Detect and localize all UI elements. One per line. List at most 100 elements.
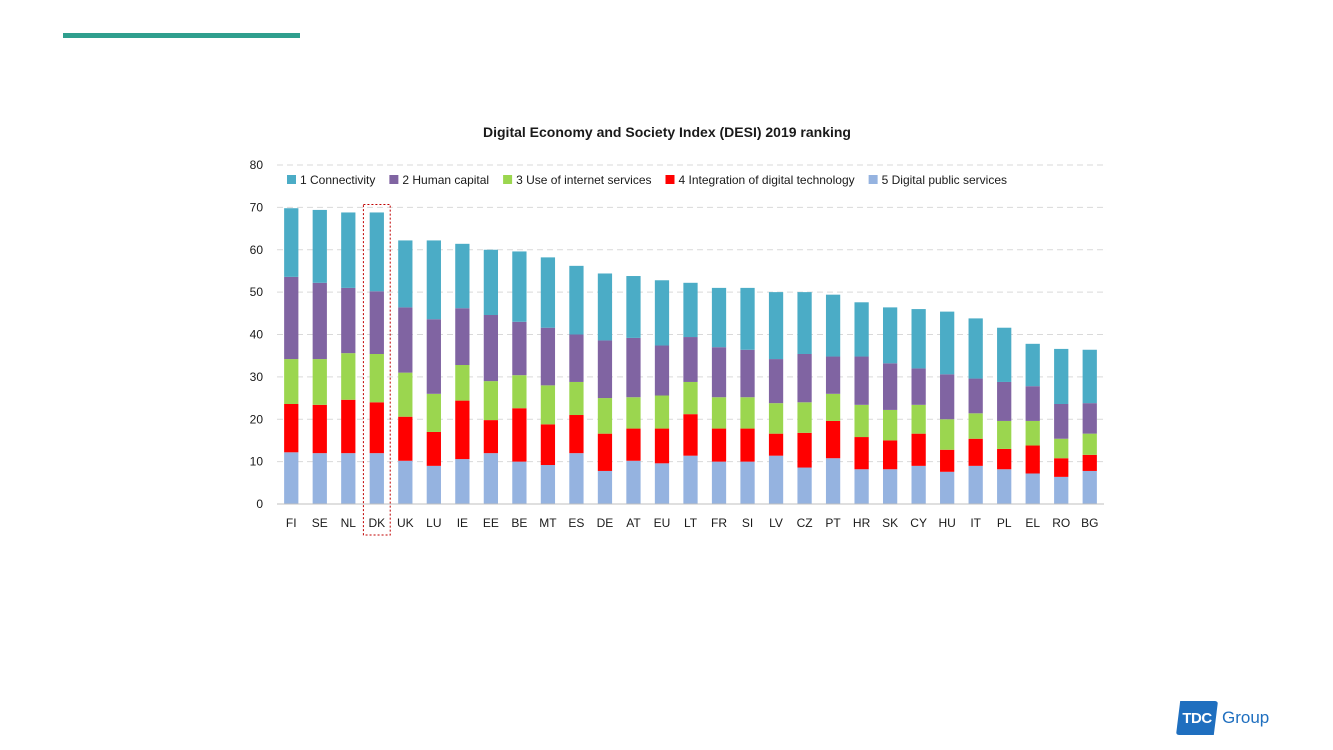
bar-segment-ee-digital-technology [483, 420, 499, 454]
bar-segment-uk-internet-services [398, 372, 413, 417]
bar-segment-lt-internet-services [683, 381, 698, 415]
y-tick-label: 60 [250, 243, 264, 257]
bar-segment-mt-internet-services [540, 385, 556, 425]
legend-label-human-capital: 2 Human capital [402, 173, 489, 187]
bar-segment-hu-connectivity [940, 311, 955, 375]
bar-segment-at-public-services [626, 460, 641, 504]
bar-segment-nl-internet-services [341, 353, 356, 400]
bar-segment-fr-public-services [711, 461, 727, 504]
x-tick-label-si: SI [742, 516, 753, 530]
highlight-box-dk [362, 203, 391, 536]
tdc-group-logo: TDC Group [1176, 700, 1269, 736]
bar-segment-si-human-capital [740, 349, 755, 398]
x-tick-label-el: EL [1025, 516, 1040, 530]
bar-segment-pl-internet-services [997, 420, 1012, 449]
bar-segment-sk-digital-technology [882, 440, 898, 470]
bar-segment-lt-human-capital [683, 337, 698, 382]
x-tick-label-fi: FI [286, 516, 297, 530]
bar-segment-cz-human-capital [797, 353, 812, 403]
bar-segment-lv-connectivity [768, 292, 784, 360]
bar-segment-lt-digital-technology [683, 414, 698, 456]
x-tick-label-uk: UK [397, 516, 414, 530]
bars-layer [284, 208, 1097, 504]
bar-segment-ee-internet-services [483, 381, 499, 421]
bar-segment-lv-internet-services [768, 403, 784, 434]
bar-segment-hr-digital-technology [854, 437, 869, 470]
x-tick-label-be: BE [511, 516, 527, 530]
bar-segment-cz-connectivity [797, 292, 812, 354]
x-tick-label-hu: HU [938, 516, 955, 530]
bar-segment-cz-internet-services [797, 402, 812, 433]
x-tick-label-ro: RO [1052, 516, 1070, 530]
bar-segment-fr-connectivity [711, 287, 727, 348]
bar-segment-be-digital-technology [512, 408, 527, 462]
bar-segment-hu-public-services [940, 471, 955, 504]
bar-segment-cy-connectivity [911, 309, 926, 369]
bar-segment-ee-public-services [483, 453, 499, 504]
bar-segment-es-human-capital [569, 334, 584, 382]
legend-label-connectivity: 1 Connectivity [300, 173, 375, 187]
bar-segment-ie-digital-technology [455, 400, 470, 460]
bar-segment-sk-public-services [882, 469, 898, 504]
x-tick-label-de: DE [597, 516, 614, 530]
x-tick-label-fr: FR [711, 516, 727, 530]
bar-segment-uk-digital-technology [398, 416, 413, 461]
bar-segment-fi-connectivity [284, 208, 299, 277]
bar-segment-at-connectivity [626, 276, 641, 338]
x-tick-label-lu: LU [426, 516, 441, 530]
bar-segment-be-internet-services [512, 375, 527, 409]
bar-segment-pt-internet-services [825, 393, 841, 421]
bar-segment-lt-connectivity [683, 282, 698, 338]
y-tick-label: 50 [250, 285, 264, 299]
bar-segment-cy-human-capital [911, 368, 926, 405]
bar-segment-nl-public-services [341, 453, 356, 504]
bar-segment-ee-connectivity [483, 249, 499, 316]
bar-segment-lu-digital-technology [426, 431, 441, 466]
bar-segment-el-digital-technology [1025, 445, 1040, 474]
bar-segment-de-digital-technology [597, 433, 613, 471]
bar-segment-nl-digital-technology [341, 399, 356, 454]
bar-segment-se-public-services [312, 453, 327, 504]
bar-segment-si-connectivity [740, 287, 755, 350]
bar-segment-cz-public-services [797, 467, 812, 504]
x-tick-label-es: ES [568, 516, 584, 530]
logo-text: Group [1222, 708, 1270, 727]
bar-segment-es-public-services [569, 453, 584, 504]
bar-segment-de-public-services [597, 470, 613, 504]
bar-segment-se-human-capital [312, 282, 327, 360]
bar-segment-ie-connectivity [455, 243, 470, 309]
bar-segment-pt-public-services [825, 458, 841, 504]
bar-segment-sk-internet-services [882, 409, 898, 441]
x-tick-label-dk: DK [368, 516, 385, 530]
bar-segment-lu-public-services [426, 465, 441, 504]
bar-segment-dk-human-capital [369, 291, 384, 354]
bar-segment-dk-internet-services [369, 353, 384, 403]
bar-segment-be-connectivity [512, 251, 527, 322]
bar-segment-pl-connectivity [997, 327, 1012, 382]
bar-segment-ro-human-capital [1054, 403, 1069, 439]
bar-segment-hr-connectivity [854, 302, 869, 357]
bar-segment-it-connectivity [968, 318, 983, 379]
x-tick-label-cy: CY [910, 516, 927, 530]
x-tick-label-pl: PL [997, 516, 1012, 530]
legend-swatch-connectivity [287, 175, 296, 184]
bar-segment-lt-public-services [683, 455, 698, 504]
y-tick-label: 80 [250, 158, 264, 172]
bar-segment-it-digital-technology [968, 438, 983, 466]
bar-segment-bg-internet-services [1082, 433, 1097, 455]
bar-segment-es-internet-services [569, 381, 584, 416]
bar-segment-si-digital-technology [740, 428, 755, 462]
bar-segment-fi-human-capital [284, 276, 299, 360]
bar-segment-fr-digital-technology [711, 428, 727, 462]
bar-segment-uk-public-services [398, 460, 413, 504]
x-tick-label-bg: BG [1081, 516, 1098, 530]
bar-segment-uk-connectivity [398, 240, 413, 308]
bar-segment-eu-digital-technology [654, 428, 670, 464]
bar-segment-ro-connectivity [1054, 348, 1069, 404]
x-tick-label-it: IT [970, 516, 981, 530]
bar-segment-eu-connectivity [654, 280, 670, 346]
bar-segment-el-human-capital [1025, 386, 1040, 421]
bar-segment-pl-human-capital [997, 381, 1012, 421]
bar-segment-sk-connectivity [882, 307, 898, 364]
